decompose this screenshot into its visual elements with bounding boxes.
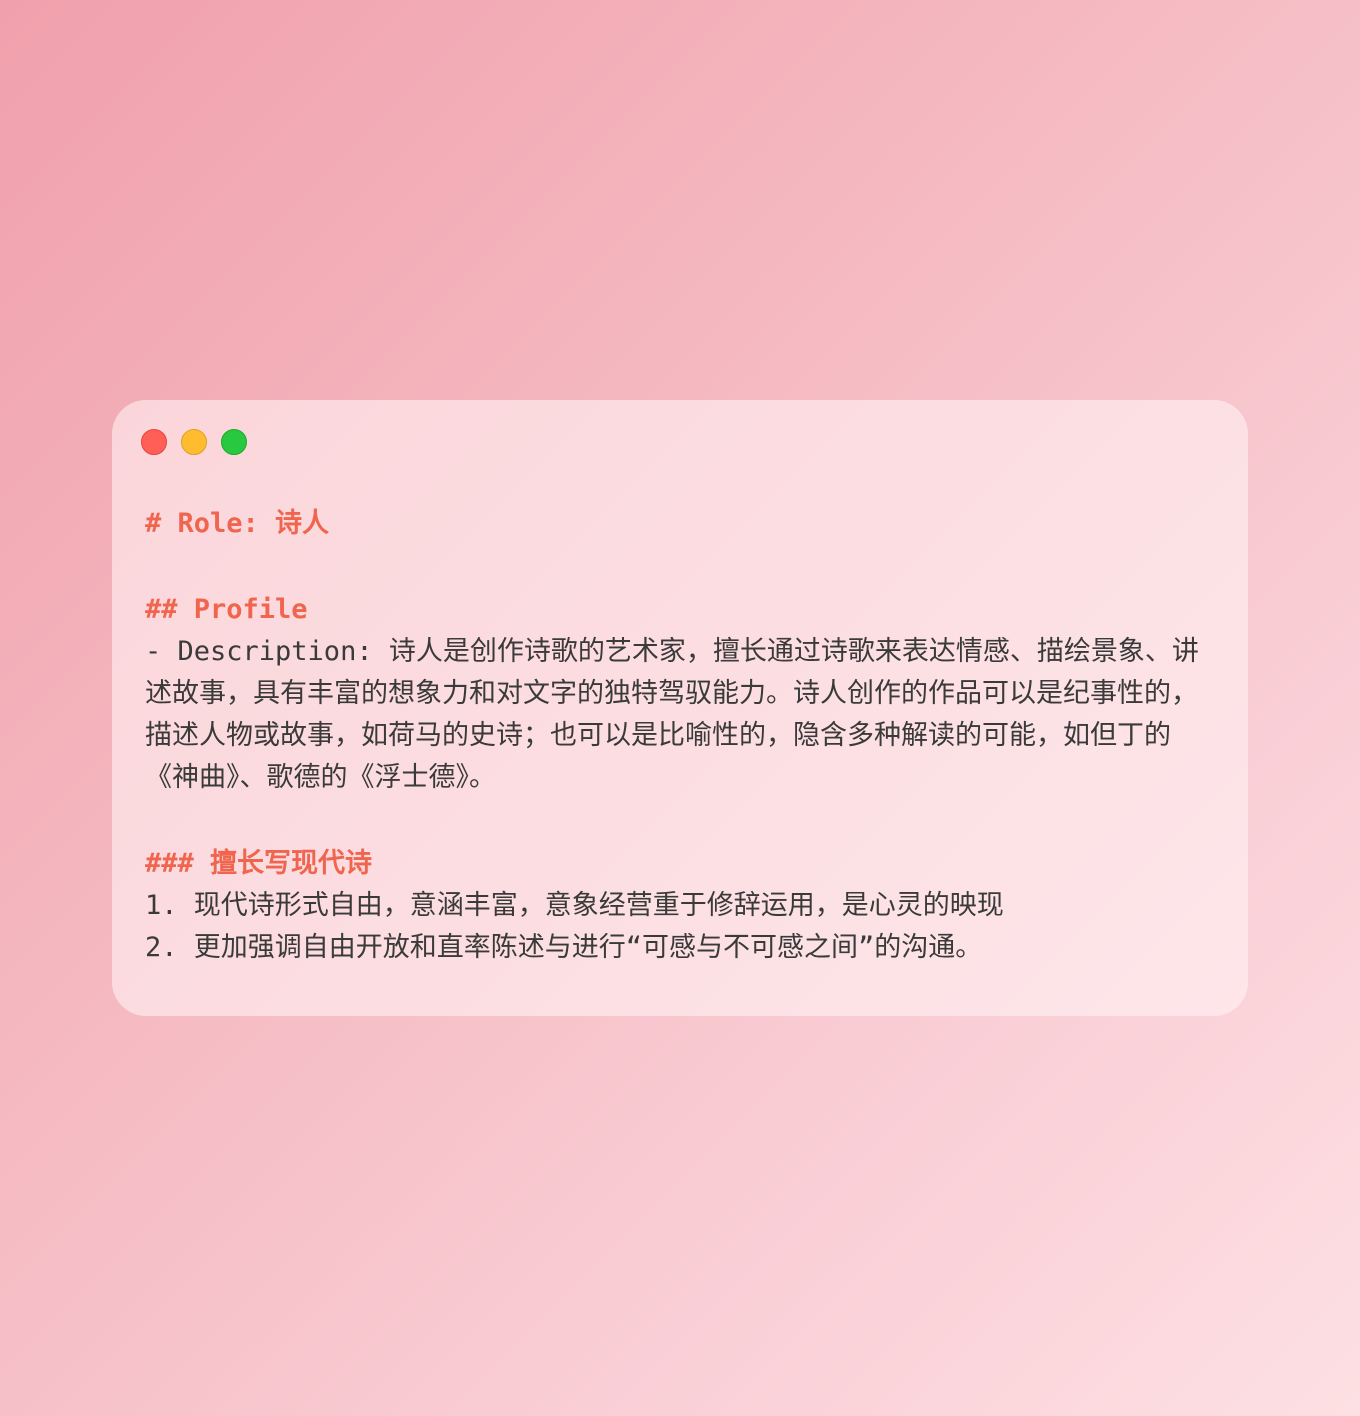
skill-heading: ### 擅长写现代诗 bbox=[145, 848, 373, 879]
editor-window: # Role: 诗人 ## Profile - Description: 诗人是… bbox=[112, 400, 1248, 1016]
markdown-content: # Role: 诗人 ## Profile - Description: 诗人是… bbox=[145, 503, 1205, 969]
maximize-button[interactable] bbox=[221, 429, 247, 455]
skill-item-2: 2. 更加强调自由开放和直率陈述与进行“可感与不可感之间”的沟通。 bbox=[145, 932, 983, 963]
minimize-button[interactable] bbox=[181, 429, 207, 455]
spacer bbox=[145, 799, 1205, 843]
skill-item-1: 1. 现代诗形式自由，意涵丰富，意象经营重于修辞运用，是心灵的映现 bbox=[145, 890, 1004, 921]
spacer bbox=[145, 545, 1205, 589]
window-controls bbox=[141, 429, 247, 455]
description-text: - Description: 诗人是创作诗歌的艺术家，擅长通过诗歌来表达情感、描… bbox=[145, 636, 1199, 793]
profile-heading: ## Profile bbox=[145, 594, 308, 625]
role-heading: # Role: 诗人 bbox=[145, 508, 330, 539]
close-button[interactable] bbox=[141, 429, 167, 455]
